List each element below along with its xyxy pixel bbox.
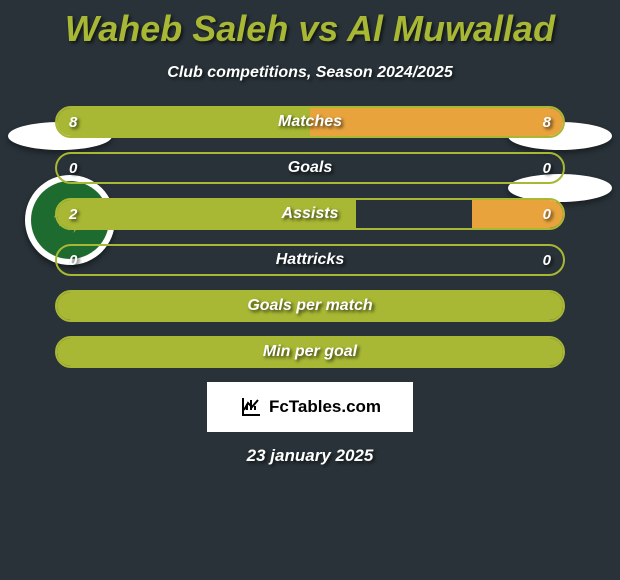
stat-value-right: 0 (543, 152, 551, 184)
brand-text: FcTables.com (269, 397, 381, 417)
stat-value-left: 0 (69, 244, 77, 276)
stat-label: Goals per match (55, 290, 565, 322)
stat-row: Hattricks0 0 (55, 244, 565, 276)
stat-label: Hattricks (55, 244, 565, 276)
stat-value-right: 0 (543, 244, 551, 276)
chart-icon (239, 395, 263, 419)
stat-row: Min per goal (55, 336, 565, 368)
stat-value-left: 0 (69, 152, 77, 184)
stat-value-left: 2 (69, 198, 77, 230)
stat-row: Assists2 0 (55, 198, 565, 230)
stat-value-right: 0 (543, 198, 551, 230)
stat-label: Min per goal (55, 336, 565, 368)
stat-row: Matches8 8 (55, 106, 565, 138)
stats-container: Matches88Goals00Assists20Hattricks00Goal… (55, 106, 565, 368)
stat-label: Assists (55, 198, 565, 230)
stat-label: Goals (55, 152, 565, 184)
page-title: Waheb Saleh vs Al Muwallad (0, 0, 620, 50)
brand-badge: FcTables.com (207, 382, 413, 432)
page-subtitle: Club competitions, Season 2024/2025 (0, 64, 620, 82)
stat-value-left: 8 (69, 106, 77, 138)
stat-value-right: 8 (543, 106, 551, 138)
stat-row: Goals0 0 (55, 152, 565, 184)
snapshot-date: 23 january 2025 (0, 446, 620, 466)
stat-label: Matches (55, 106, 565, 138)
stat-row: Goals per match (55, 290, 565, 322)
